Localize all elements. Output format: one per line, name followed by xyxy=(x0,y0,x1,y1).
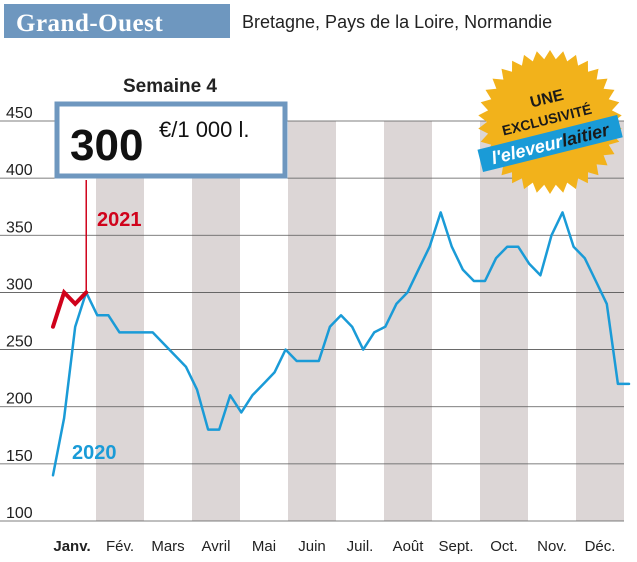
x-tick-label-1: Janv. xyxy=(53,538,90,555)
callout-unit: €/1 000 l. xyxy=(159,117,250,142)
x-tick-label-9: Sept. xyxy=(438,538,473,555)
header-title-box: Grand-Ouest xyxy=(4,4,230,38)
x-tick-label-2: Fév. xyxy=(106,538,134,555)
y-tick-label-150: 150 xyxy=(6,448,33,465)
x-tick-label-11: Nov. xyxy=(537,538,567,555)
y-tick-label-250: 250 xyxy=(6,334,33,351)
series-label-2021: 2021 xyxy=(97,209,142,231)
y-tick-label-350: 350 xyxy=(6,219,33,236)
region-title: Grand-Ouest xyxy=(16,10,164,37)
badge-brand-band xyxy=(477,114,623,173)
callout-value: 300 xyxy=(70,121,143,170)
series-label-2020: 2020 xyxy=(72,442,117,464)
x-tick-label-7: Juil. xyxy=(347,538,374,555)
y-tick-label-100: 100 xyxy=(6,505,33,522)
month-stripe-2 xyxy=(96,121,144,521)
x-tick-label-12: Déc. xyxy=(585,538,616,555)
series-line-2020 xyxy=(51,211,631,477)
callout-box xyxy=(54,101,288,179)
month-stripe-8 xyxy=(384,121,432,521)
x-tick-label-5: Mai xyxy=(252,538,276,555)
month-stripe-10 xyxy=(480,121,528,521)
y-tick-label-300: 300 xyxy=(6,276,33,293)
y-tick-label-200: 200 xyxy=(6,391,33,408)
month-stripe-6 xyxy=(288,121,336,521)
x-tick-label-8: Août xyxy=(393,538,425,555)
x-tick-label-3: Mars xyxy=(151,538,184,555)
callout-week-label: Semaine 4 xyxy=(123,76,217,97)
x-tick-label-4: Avril xyxy=(202,538,231,555)
x-tick-label-6: Juin xyxy=(298,538,326,555)
series-line-2021 xyxy=(51,288,89,329)
month-stripe-12 xyxy=(576,121,624,521)
x-tick-label-10: Oct. xyxy=(490,538,518,555)
y-tick-label-450: 450 xyxy=(6,105,33,122)
region-subtitle: Bretagne, Pays de la Loire, Normandie xyxy=(242,12,553,32)
month-stripe-4 xyxy=(192,121,240,521)
y-tick-label-400: 400 xyxy=(6,162,33,179)
